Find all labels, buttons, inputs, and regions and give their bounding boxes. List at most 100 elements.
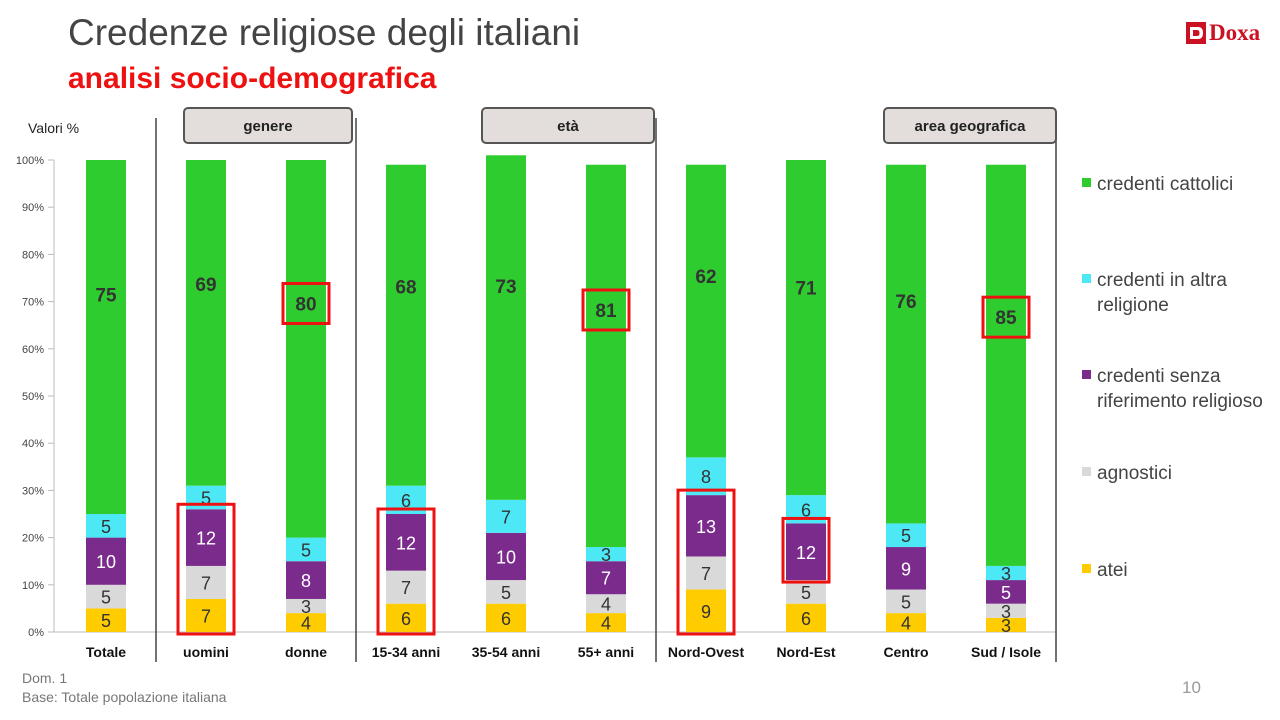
bar-segment-agnostici xyxy=(186,565,226,599)
x-tick-label: Nord-Est xyxy=(776,644,835,660)
x-tick-label: Totale xyxy=(86,644,126,660)
legend-item-agnostici: agnostici xyxy=(1082,461,1277,486)
group-header-genere xyxy=(183,107,353,144)
bar-segment-credenti-cattolici xyxy=(486,155,526,500)
data-label: 10 xyxy=(496,547,516,567)
data-label: 5 xyxy=(301,540,311,560)
y-unit-label: Valori % xyxy=(28,120,79,136)
data-label: 4 xyxy=(301,614,311,634)
data-label: 10 xyxy=(96,552,116,572)
data-label: 5 xyxy=(901,526,911,546)
y-tick-label: 100% xyxy=(16,155,44,167)
bar-segment-credenti-cattolici xyxy=(586,164,626,548)
doxa-logo-icon xyxy=(1186,22,1206,44)
data-label: 62 xyxy=(695,267,716,288)
doxa-logo: Doxa xyxy=(1186,20,1260,46)
data-label: 12 xyxy=(196,529,216,549)
highlight-box xyxy=(581,288,631,332)
y-tick-label: 10% xyxy=(22,580,44,592)
data-label: 73 xyxy=(495,277,516,298)
bar-segment-credenti-in-altra-religione xyxy=(886,523,926,548)
x-tick-label: Centro xyxy=(883,644,928,660)
bar-segment-agnostici xyxy=(386,570,426,604)
data-label: 81 xyxy=(595,301,617,322)
data-label: 6 xyxy=(801,500,811,520)
data-label: 6 xyxy=(401,609,411,629)
data-label: 6 xyxy=(801,609,811,629)
bar-segment-atei xyxy=(286,613,326,632)
legend-swatch xyxy=(1082,564,1091,573)
group-header-label: età xyxy=(557,118,579,135)
highlight-box xyxy=(281,281,331,325)
highlight-box xyxy=(676,488,736,636)
data-label: 12 xyxy=(796,543,816,563)
data-label: 76 xyxy=(895,292,916,313)
data-label: 5 xyxy=(501,583,511,603)
legend-swatch xyxy=(1082,467,1091,476)
bar-segment-credenti-cattolici xyxy=(186,160,226,486)
y-tick-label: 70% xyxy=(22,297,44,309)
data-label: 5 xyxy=(901,592,911,612)
x-tick-label: donne xyxy=(285,644,327,660)
data-label: 8 xyxy=(301,571,311,591)
data-label: 5 xyxy=(101,588,111,608)
bar-segment-credenti-in-altra-religione xyxy=(486,499,526,533)
data-label: 5 xyxy=(201,488,211,508)
bar-segment-atei xyxy=(486,603,526,632)
data-label: 3 xyxy=(1001,616,1011,636)
data-label: 5 xyxy=(1001,583,1011,603)
legend-item-credenti-cattolici: credenti cattolici xyxy=(1082,172,1277,197)
data-label: 6 xyxy=(401,491,411,511)
data-label: 4 xyxy=(901,614,911,634)
data-label: 5 xyxy=(101,517,111,537)
legend-label: credenti cattolici xyxy=(1097,174,1234,195)
data-label: 4 xyxy=(601,614,611,634)
y-tick-label: 20% xyxy=(22,533,44,545)
x-tick-label: Nord-Ovest xyxy=(668,644,745,660)
data-label: 9 xyxy=(901,559,911,579)
bar-segment-agnostici xyxy=(886,589,926,614)
data-label: 69 xyxy=(195,275,216,296)
y-tick-label: 60% xyxy=(22,344,44,356)
bar-segment-credenti-cattolici xyxy=(786,160,826,496)
data-label: 3 xyxy=(1001,602,1011,622)
legend-swatch xyxy=(1082,274,1091,283)
legend-label: agnostici xyxy=(1097,463,1172,484)
group-header-label: area geografica xyxy=(915,118,1027,135)
highlight-box xyxy=(781,516,831,584)
bar-segment-credenti-senza-riferimento-religioso xyxy=(386,514,426,571)
data-label: 8 xyxy=(701,467,711,487)
x-tick-label: Sud / Isole xyxy=(971,644,1041,660)
doxa-logo-text: Doxa xyxy=(1209,20,1261,45)
legend-item-credenti-in-altra-religione: credenti in altra religione xyxy=(1082,268,1277,318)
y-tick-label: 30% xyxy=(22,485,44,497)
bar-segment-atei xyxy=(386,603,426,632)
x-tick-label: 55+ anni xyxy=(578,644,634,660)
data-label: 7 xyxy=(201,573,211,593)
data-label: 5 xyxy=(801,583,811,603)
group-header-et xyxy=(481,107,655,144)
legend-swatch xyxy=(1082,370,1091,379)
legend-label: credenti senza riferimento religioso xyxy=(1097,366,1263,412)
bar-segment-credenti-senza-riferimento-religioso xyxy=(186,509,226,566)
data-label: 75 xyxy=(95,286,117,307)
x-tick-label: uomini xyxy=(183,644,229,660)
bar-segment-credenti-senza-riferimento-religioso xyxy=(86,537,126,585)
data-label: 7 xyxy=(501,507,511,527)
bar-segment-atei xyxy=(86,608,126,632)
bar-segment-credenti-cattolici xyxy=(286,160,326,538)
bar-segment-credenti-cattolici xyxy=(986,164,1026,566)
bar-segment-agnostici xyxy=(586,594,626,614)
group-header-area-geografica xyxy=(883,107,1057,144)
data-label: 4 xyxy=(601,595,611,615)
data-label: 80 xyxy=(295,294,316,315)
data-label: 13 xyxy=(696,517,716,537)
bar-segment-agnostici xyxy=(786,580,826,604)
bar-segment-credenti-cattolici xyxy=(86,160,126,514)
bar-segment-atei xyxy=(786,603,826,632)
y-tick-label: 90% xyxy=(22,202,44,214)
x-tick-label: 15-34 anni xyxy=(372,644,440,660)
bar-segment-credenti-senza-riferimento-religioso xyxy=(886,547,926,590)
bar-segment-agnostici xyxy=(986,603,1026,618)
